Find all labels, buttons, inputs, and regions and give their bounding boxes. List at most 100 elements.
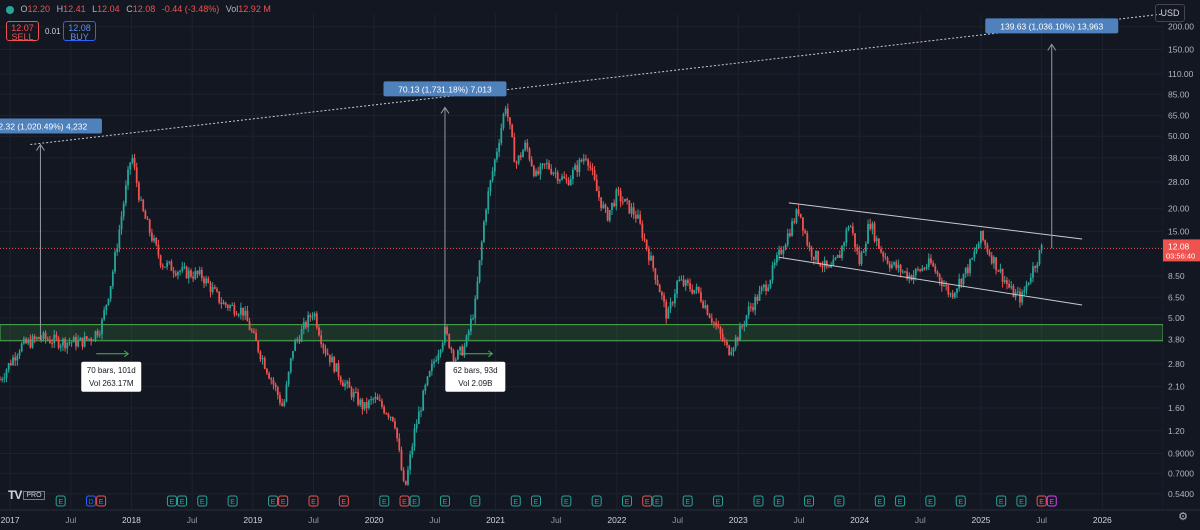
- buy-button[interactable]: 12.08 BUY: [63, 21, 96, 42]
- candle-body: [27, 339, 30, 344]
- candle-body: [506, 108, 509, 118]
- candle-body: [394, 421, 396, 428]
- candle-body: [430, 363, 433, 372]
- event-marker-icon: [268, 495, 279, 507]
- candle-body: [38, 337, 40, 339]
- channel-trendline: [778, 256, 1083, 306]
- price-tick-label: 6.50: [1168, 292, 1185, 302]
- candle-body: [341, 382, 344, 387]
- event-marker-tag: E: [958, 499, 963, 506]
- candle-body: [574, 165, 576, 170]
- candle-body: [344, 383, 346, 387]
- candle-body: [285, 384, 288, 402]
- candle-body: [966, 267, 969, 273]
- candle-body: [795, 209, 798, 223]
- event-marker-icon: [166, 495, 177, 507]
- candle-body: [515, 162, 518, 164]
- event-marker-icon: [895, 495, 906, 507]
- candle-body: [519, 155, 522, 158]
- candle-body: [550, 168, 553, 175]
- candle-body: [248, 321, 251, 331]
- candle-body: [415, 424, 418, 429]
- candle-body: [120, 216, 123, 230]
- candle-body: [808, 245, 811, 248]
- event-marker-icon: [177, 495, 188, 507]
- candle-body: [491, 171, 494, 181]
- candle-body: [1025, 284, 1028, 291]
- candle-body: [875, 238, 878, 242]
- candle-body: [947, 285, 950, 295]
- candle-body: [283, 401, 286, 406]
- candle-body: [639, 214, 642, 224]
- candle-body: [888, 263, 891, 269]
- candle-body: [116, 248, 119, 253]
- candle-body: [211, 287, 214, 293]
- candle-body: [706, 305, 709, 315]
- time-tick-label: 2022: [607, 515, 626, 525]
- event-marker-tag: E: [898, 499, 903, 506]
- candle-body: [713, 322, 715, 324]
- candle-body: [956, 288, 958, 293]
- candle-body: [487, 191, 490, 210]
- candle-body: [133, 158, 136, 168]
- support-zone: [0, 324, 1164, 342]
- candle-body: [452, 349, 455, 361]
- candle-body: [747, 306, 750, 316]
- candle-body: [717, 325, 720, 328]
- candle-body: [137, 182, 140, 200]
- candle-body: [51, 343, 53, 345]
- candle-body: [474, 298, 477, 319]
- candle-body: [411, 446, 414, 455]
- time-tick-label: Jul: [65, 515, 76, 525]
- gear-icon[interactable]: ⚙: [1178, 511, 1188, 523]
- event-marker-tag: E: [402, 499, 407, 506]
- candle-body: [819, 263, 822, 267]
- candle-body: [70, 342, 73, 344]
- candle-body: [470, 318, 472, 332]
- event-marker-icon: [1016, 495, 1027, 507]
- candle-body: [131, 158, 134, 163]
- sell-button[interactable]: 12.07 SELL: [6, 21, 39, 42]
- candle-body: [302, 321, 305, 329]
- candle-body: [18, 351, 21, 356]
- range-label-box: [445, 361, 506, 392]
- candle-body: [899, 264, 902, 272]
- candle-body: [298, 339, 301, 342]
- candle-body: [289, 358, 292, 372]
- candle-body: [391, 416, 394, 422]
- candle-body: [1006, 280, 1008, 284]
- candle-body: [246, 310, 249, 322]
- candle-body: [433, 361, 435, 364]
- candle-body: [1023, 290, 1026, 293]
- candle-body: [268, 373, 270, 379]
- candle-body: [83, 336, 86, 347]
- candle-body: [767, 287, 770, 292]
- candle-body: [192, 276, 195, 279]
- price-tick-label: 15.00: [1168, 226, 1190, 236]
- price-tick-label: 200.00: [1168, 22, 1194, 32]
- candle-body: [715, 322, 718, 326]
- candle-body: [1, 379, 4, 381]
- candle-body: [951, 293, 954, 298]
- candle-body: [77, 339, 80, 347]
- candle-body: [496, 151, 498, 160]
- candle-body: [318, 327, 320, 336]
- low-value: 12.04: [97, 4, 120, 14]
- candle-body: [287, 371, 290, 385]
- candle-body: [537, 170, 540, 175]
- candle-body: [665, 301, 668, 319]
- candle-body: [535, 170, 537, 176]
- event-marker-tag: E: [99, 499, 104, 506]
- candle-body: [335, 363, 338, 372]
- candle-body: [446, 327, 448, 334]
- candle-body: [383, 406, 386, 414]
- candle-body: [331, 356, 333, 363]
- candle-body: [324, 348, 327, 354]
- candle-body: [480, 242, 483, 261]
- candle-body: [281, 403, 284, 406]
- volume-value: 12.92 M: [238, 4, 271, 14]
- candle-body: [177, 271, 179, 276]
- currency-button[interactable]: USD: [1155, 4, 1185, 22]
- candle-body: [166, 262, 168, 267]
